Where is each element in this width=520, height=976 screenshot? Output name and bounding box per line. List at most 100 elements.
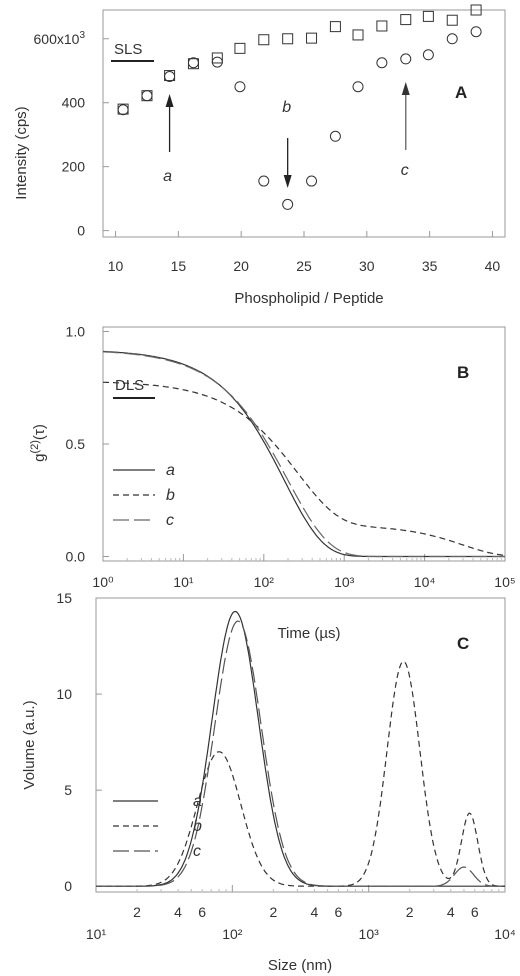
panel-a-square-point	[376, 20, 388, 32]
panel-a-square-point	[446, 14, 458, 26]
panel-a-x-tick-label: 35	[422, 258, 438, 274]
panel-b-ylabel: g(2)(τ)	[29, 424, 48, 462]
panel-c-x-tick-label: 10³	[359, 926, 380, 942]
panel-b-legend-label-a: a	[166, 462, 175, 479]
panel-c-y-tick-label: 0	[64, 878, 72, 894]
panel-a-circle-point	[422, 49, 434, 61]
panel-a-circle-point	[282, 198, 294, 210]
panel-a-x-tick-label: 15	[171, 258, 187, 274]
panel-a-square-point	[329, 21, 341, 33]
panel-b-chart: 10⁰ 10¹ 10² 10³ 10⁴ 10⁵ 0.0 0.5 1.0 Time (µs) g(…	[29, 324, 516, 643]
panel-a-circle-point	[470, 26, 482, 38]
panel-b-legend-label: DLS	[115, 377, 144, 394]
panel-a-y-tick-label: 600x103	[34, 30, 86, 47]
panel-c-series-c-line	[96, 620, 505, 887]
panel-b-series-c-line	[102, 351, 505, 558]
panel-b-series-b-line	[103, 381, 506, 556]
panel-c-series-b-line	[96, 660, 505, 887]
panel-a-arrowhead-b	[283, 175, 292, 188]
panel-a-x-tick-label: 10	[108, 258, 124, 274]
panel-c-legend-label-b: b	[193, 818, 202, 835]
panel-a-xlabel: Phospholipid / Peptide	[234, 290, 383, 307]
panel-c-series-a-line	[96, 610, 505, 887]
panel-a-square-point	[164, 70, 176, 82]
panel-c-y-tick-label: 10	[56, 686, 72, 702]
panel-a-square-point	[352, 29, 364, 41]
panel-a-square-point	[470, 4, 482, 16]
panel-a-circle-point	[141, 90, 153, 102]
panel-c-y-tick-label: 5	[64, 782, 72, 798]
panel-c-x-minor-label: 6	[471, 904, 479, 920]
panel-a-letter: A	[455, 83, 467, 102]
panel-c-x-minor-label: 2	[406, 904, 414, 920]
panel-a-square-point	[306, 32, 318, 44]
panel-a-circle-point	[234, 81, 246, 93]
panel-a-x-tick-label: 40	[485, 258, 501, 274]
panel-a-x-tick-label: 25	[296, 258, 312, 274]
panel-a-arrowhead-a	[165, 94, 174, 107]
panel-c-letter: C	[457, 634, 469, 653]
panel-c-x-minor-label: 2	[133, 904, 141, 920]
panel-a-annotation-c: c	[401, 162, 409, 179]
panel-a-square-point	[400, 14, 412, 26]
panel-a-circle-point	[258, 175, 270, 187]
panel-b-frame	[102, 326, 506, 562]
panel-c-x-minor-label: 4	[311, 904, 319, 920]
panel-b-letter: B	[457, 363, 469, 382]
panel-a-arrowhead-c	[401, 82, 410, 95]
panel-a-circle-point	[446, 33, 458, 45]
panel-c-legend-label-a: a	[193, 793, 202, 810]
panel-b-y-tick-label: 0.0	[66, 549, 86, 565]
panel-c-y-tick-label: 15	[56, 590, 72, 606]
panel-c-frame	[95, 597, 506, 893]
panel-a-legend-label: SLS	[114, 41, 142, 58]
panel-a-x-tick-label: 30	[359, 258, 375, 274]
panel-b-x-tick-label: 10⁵	[494, 574, 515, 590]
panel-a-circle-point	[329, 130, 341, 142]
panel-a-annotation-a: a	[163, 168, 172, 185]
panel-b-y-tick-label: 1.0	[66, 324, 86, 340]
panel-b-x-tick-label: 10¹	[173, 574, 194, 590]
panel-b-legend-label-b: b	[166, 487, 175, 504]
panel-b-x-tick-label: 10⁰	[92, 574, 114, 590]
panel-a-square-point	[234, 42, 246, 54]
panel-a-square-point	[282, 33, 294, 45]
panel-a-annotation-b: b	[282, 99, 291, 116]
panel-b-x-tick-label: 10⁴	[414, 574, 436, 590]
panel-a-x-tick-label: 20	[233, 258, 249, 274]
panel-b-xlabel: Time (µs)	[277, 625, 340, 642]
panel-a-square-point	[211, 52, 223, 64]
panel-c-xlabel: Size (nm)	[268, 957, 332, 974]
panel-a-y-tick-label: 200	[62, 159, 86, 175]
panel-c-x-tick-label: 10¹	[86, 926, 107, 942]
panel-b-y-tick-label: 0.5	[66, 436, 86, 452]
panel-a-circle-point	[306, 175, 318, 187]
panel-b-x-tick-label: 10³	[334, 574, 355, 590]
panel-a-square-point	[258, 34, 270, 46]
panel-a-y-tick-label: 0	[77, 223, 85, 239]
panel-c-ylabel: Volume (a.u.)	[21, 700, 38, 789]
panel-c-x-minor-label: 4	[174, 904, 182, 920]
panel-a-circle-point	[352, 81, 364, 93]
panel-b-series-a-line	[102, 350, 505, 558]
panel-c-x-tick-label: 10²	[222, 926, 243, 942]
panel-c-x-minor-label: 4	[447, 904, 455, 920]
panel-a-circle-point	[376, 57, 388, 69]
panel-c-x-minor-label: 2	[269, 904, 277, 920]
panel-b-x-tick-label: 10²	[254, 574, 275, 590]
panel-a-y-tick-label: 400	[62, 95, 86, 111]
panel-a-circle-point	[164, 71, 176, 83]
panel-c-x-minor-label: 6	[335, 904, 343, 920]
panel-a-circle-point	[211, 56, 223, 68]
panel-a-circle-point	[400, 53, 412, 65]
panel-c-x-minor-label: 6	[198, 904, 206, 920]
panel-c-x-tick-label: 10⁴	[494, 926, 516, 942]
panel-a-frame	[102, 9, 506, 238]
panel-a-circle-point	[117, 104, 129, 116]
panel-a-square-point	[422, 10, 434, 22]
panel-c-legend-label-c: c	[193, 843, 201, 860]
panel-a-ylabel: Intensity (cps)	[13, 106, 30, 199]
